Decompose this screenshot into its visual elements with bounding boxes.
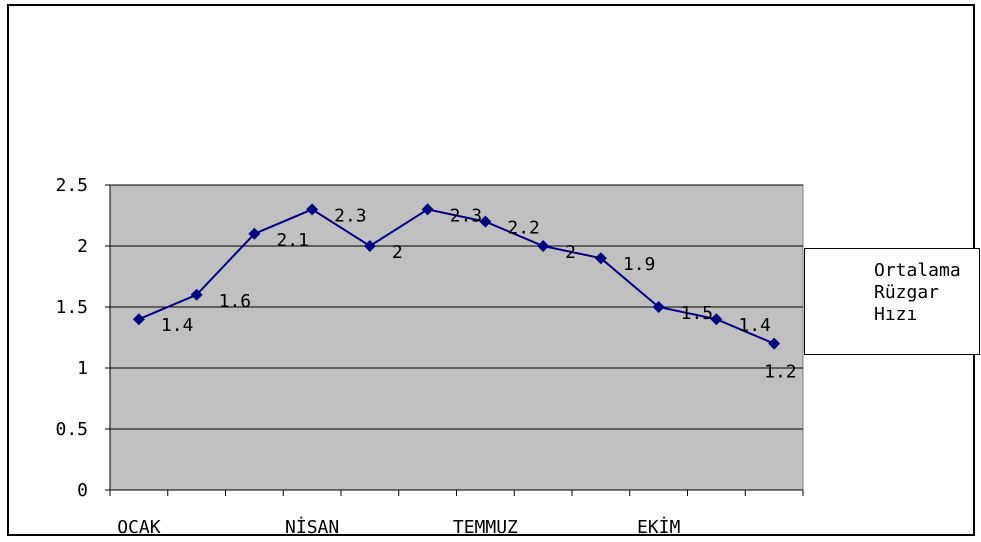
data-label: 1.6	[219, 291, 252, 312]
data-point	[132, 313, 145, 326]
x-tick-label: OCAK	[117, 517, 161, 538]
data-label: 2	[565, 242, 576, 263]
y-tick-label: 1.5	[55, 297, 88, 318]
x-tick-label: EKİM	[637, 517, 681, 538]
data-label: 1.4	[161, 315, 194, 336]
data-point	[306, 203, 319, 216]
data-label: 1.2	[764, 362, 797, 383]
data-label: 2.1	[276, 230, 309, 251]
series-line	[138, 208, 775, 345]
x-tick-label: NİSAN	[285, 517, 339, 538]
y-tick-label: 0	[77, 480, 88, 501]
data-point	[652, 301, 665, 313]
data-point	[537, 240, 550, 252]
data-point	[479, 215, 492, 228]
data-point	[421, 203, 434, 216]
data-label: 1.5	[681, 303, 714, 324]
data-label: 2.3	[334, 205, 367, 226]
y-tick-label: 2.5	[55, 175, 88, 196]
data-point	[248, 227, 261, 240]
data-label: 1.9	[623, 254, 656, 275]
data-point	[363, 240, 376, 252]
y-tick-label: 0.5	[55, 419, 88, 440]
data-label: 2.3	[450, 205, 483, 226]
data-label: 1.4	[738, 315, 771, 336]
data-point	[594, 252, 607, 265]
legend	[804, 248, 980, 355]
plot-area	[109, 184, 804, 491]
data-label: 2.2	[507, 218, 540, 239]
y-tick-label: 1	[77, 358, 88, 379]
data-point	[710, 313, 723, 326]
data-point	[768, 337, 781, 350]
data-label: 2	[392, 242, 403, 263]
y-tick-label: 2	[77, 236, 88, 257]
legend-series-label: Ortalama Rüzgar Hızı	[874, 260, 961, 325]
data-point	[190, 288, 203, 301]
x-tick-label: TEMMUZ	[453, 517, 518, 538]
